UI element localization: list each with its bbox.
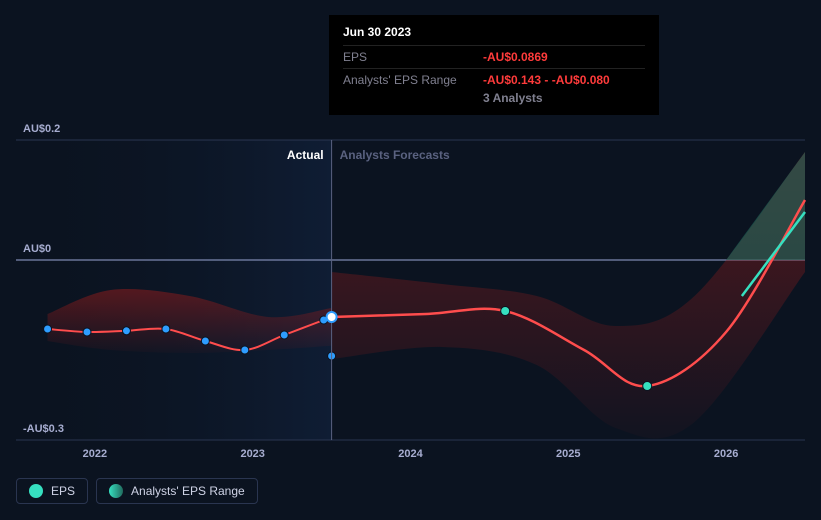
tooltip-date: Jun 30 2023 xyxy=(343,25,645,39)
tooltip-key: EPS xyxy=(343,50,483,64)
legend-swatch-range xyxy=(109,484,123,498)
tooltip-row-range: Analysts' EPS Range -AU$0.143 - -AU$0.08… xyxy=(343,68,645,91)
legend-label: EPS xyxy=(51,484,75,498)
tooltip-row-eps: EPS -AU$0.0869 xyxy=(343,45,645,68)
legend-item-eps[interactable]: EPS xyxy=(16,478,88,504)
y-tick-label: -AU$0.3 xyxy=(23,423,64,435)
x-tick-label: 2024 xyxy=(398,448,422,460)
chart-legend: EPS Analysts' EPS Range xyxy=(16,478,258,504)
zone-label-actual: Actual xyxy=(287,148,324,162)
tooltip-value: -AU$0.143 - -AU$0.080 xyxy=(483,73,610,87)
eps-forecast-chart: { "chart": { "type": "line+area", "width… xyxy=(0,0,821,520)
legend-swatch-eps xyxy=(29,484,43,498)
x-tick-label: 2022 xyxy=(83,448,107,460)
x-tick-label: 2023 xyxy=(240,448,264,460)
tooltip-key: Analysts' EPS Range xyxy=(343,73,483,87)
x-tick-label: 2026 xyxy=(714,448,738,460)
chart-tooltip: Jun 30 2023 EPS -AU$0.0869 Analysts' EPS… xyxy=(329,15,659,115)
y-tick-label: AU$0 xyxy=(23,243,51,255)
tooltip-analyst-count: 3 Analysts xyxy=(343,91,645,105)
zone-label-forecast: Analysts Forecasts xyxy=(340,148,450,162)
y-tick-label: AU$0.2 xyxy=(23,123,60,135)
x-tick-label: 2025 xyxy=(556,448,580,460)
legend-item-range[interactable]: Analysts' EPS Range xyxy=(96,478,258,504)
legend-label: Analysts' EPS Range xyxy=(131,484,245,498)
tooltip-value: -AU$0.0869 xyxy=(483,50,548,64)
